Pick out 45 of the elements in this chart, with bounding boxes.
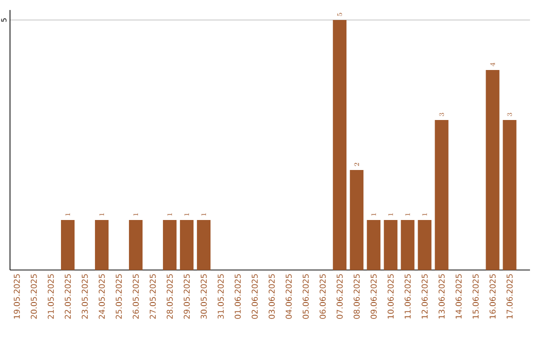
x-tick-label: 13.06.2025 xyxy=(438,274,445,318)
x-tick-label: 03.06.2025 xyxy=(268,274,275,319)
bar xyxy=(400,220,414,270)
bar xyxy=(196,220,211,270)
x-tick-label: 20.05.2025 xyxy=(30,274,37,319)
bar xyxy=(418,220,432,270)
x-tick-label: 10.06.2025 xyxy=(388,274,394,318)
x-tick-label: 22.05.2025 xyxy=(64,274,71,319)
bar xyxy=(384,220,398,270)
bar xyxy=(502,120,516,270)
x-tick-label: 28.05.2025 xyxy=(166,274,173,319)
x-tick-label: 06.06.2025 xyxy=(320,274,326,319)
x-tick-label: 29.05.2025 xyxy=(184,274,190,319)
x-tick-label: 24.05.2025 xyxy=(98,274,105,319)
x-tick-label: 08.06.2025 xyxy=(354,274,360,319)
bar xyxy=(434,120,448,270)
x-tick-label: 17.06.2025 xyxy=(506,274,513,318)
x-tick-label: 07.06.2025 xyxy=(336,274,343,319)
x-tick-label: 16.06.2025 xyxy=(490,274,496,318)
x-tick-label: 11.06.2025 xyxy=(404,274,411,318)
x-tick-label: 25.05.2025 xyxy=(116,274,122,319)
x-tick-label: 21.05.2025 xyxy=(48,274,54,319)
bar xyxy=(128,220,143,270)
x-tick-label: 30.05.2025 xyxy=(200,274,207,319)
x-tick-label: 31.05.2025 xyxy=(218,274,224,319)
x-tick-label: 27.05.2025 xyxy=(150,274,156,319)
x-tick-label: 04.06.2025 xyxy=(286,274,292,319)
bar xyxy=(332,20,346,270)
x-tick-label: 02.06.2025 xyxy=(252,274,258,319)
x-tick-label: 12.06.2025 xyxy=(422,274,428,318)
bar xyxy=(366,220,380,270)
bar xyxy=(162,220,177,270)
x-tick-label: 23.05.2025 xyxy=(82,274,88,319)
bar xyxy=(486,70,500,270)
x-tick-label: 14.06.2025 xyxy=(456,274,462,318)
bar xyxy=(180,220,194,270)
x-tick-label: 19.05.2025 xyxy=(14,274,20,318)
x-tick-label: 01.06.2025 xyxy=(234,274,241,319)
bar xyxy=(94,220,109,270)
x-tick-label: 05.06.2025 xyxy=(302,274,309,319)
x-tick-label: 26.05.2025 xyxy=(132,274,139,319)
bar xyxy=(60,220,75,270)
x-tick-label: 09.06.2025 xyxy=(370,274,377,319)
x-tick-label: 15.06.2025 xyxy=(472,274,479,318)
bar xyxy=(350,170,364,270)
